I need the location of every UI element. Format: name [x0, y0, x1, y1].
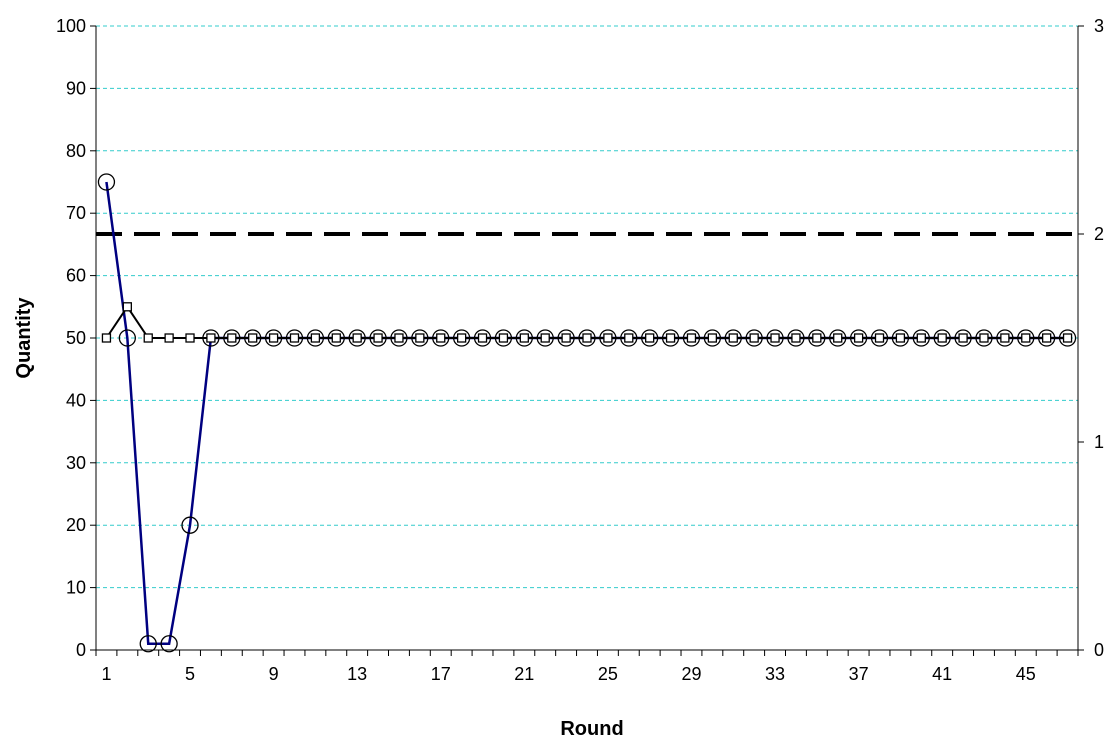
data-point: [160, 635, 178, 653]
y-tick-label: 30: [66, 453, 86, 473]
data-point: [1042, 333, 1052, 343]
data-point: [415, 333, 425, 343]
x-tick-label: 29: [681, 664, 701, 684]
x-tick-label: 21: [514, 664, 534, 684]
data-point: [916, 333, 926, 343]
data-point: [456, 333, 467, 343]
series-line: [105, 305, 1068, 339]
data-point: [833, 333, 843, 343]
data-point: [519, 333, 529, 343]
data-point: [958, 333, 968, 343]
y2-tick-label: 2: [1094, 224, 1104, 244]
x-axis-title: Round: [560, 718, 623, 740]
data-point: [1062, 333, 1073, 343]
data-point: [331, 333, 341, 343]
x-tick-label: 45: [1016, 664, 1036, 684]
y-tick-label: 10: [66, 578, 86, 598]
x-tick-label: 41: [932, 664, 952, 684]
x-tick-label: 17: [431, 664, 451, 684]
y-tick-label: 50: [66, 328, 86, 348]
data-point: [665, 333, 676, 343]
y-tick-label: 20: [66, 515, 86, 535]
x-tick-label: 5: [185, 664, 195, 684]
x-tick-label: 33: [765, 664, 785, 684]
data-point: [181, 516, 199, 534]
y-tick-label: 100: [56, 16, 86, 36]
y-tick-label: 70: [66, 203, 86, 223]
series-1: [97, 173, 1077, 653]
data-point: [206, 333, 216, 343]
data-point: [937, 333, 947, 343]
y-axis-title: Quantity: [13, 297, 35, 379]
data-point: [122, 302, 132, 312]
y2-tick-label: 3: [1094, 16, 1104, 36]
data-point: [352, 333, 362, 343]
data-point: [707, 333, 718, 343]
data-point: [143, 333, 153, 343]
data-point: [289, 333, 300, 343]
data-point: [164, 333, 174, 343]
data-point: [139, 635, 157, 653]
data-point: [394, 333, 404, 343]
data-point: [645, 333, 655, 343]
data-point: [310, 333, 321, 343]
series-line: [105, 181, 1068, 646]
x-tick-label: 25: [598, 664, 618, 684]
data-point: [686, 333, 697, 343]
data-point: [979, 333, 989, 343]
y-tick-label: 60: [66, 266, 86, 286]
data-point: [477, 333, 488, 343]
data-point: [770, 333, 780, 343]
series-group: [97, 173, 1077, 653]
x-tick-label: 13: [347, 664, 367, 684]
data-point: [728, 333, 738, 343]
y-tick-label: 90: [66, 78, 86, 98]
data-point: [812, 333, 822, 343]
data-point: [118, 329, 136, 347]
y-tick-label: 40: [66, 390, 86, 410]
data-point: [895, 333, 906, 343]
data-point: [373, 333, 383, 343]
x-tick-label: 9: [269, 664, 279, 684]
data-point: [582, 333, 592, 343]
data-point: [874, 333, 885, 343]
data-point: [749, 333, 759, 343]
data-point: [603, 333, 613, 343]
x-tick-label: 1: [101, 664, 111, 684]
x-tick-label: 37: [849, 664, 869, 684]
data-point: [1021, 333, 1031, 343]
data-point: [624, 333, 634, 343]
data-point: [101, 333, 112, 343]
data-point: [498, 333, 509, 343]
y2-tick-label: 0: [1094, 640, 1104, 660]
axes: [90, 25, 1084, 656]
gridlines: [96, 25, 1078, 589]
data-point: [268, 333, 279, 343]
y2-tick-label: 1: [1094, 432, 1104, 452]
data-point: [227, 333, 237, 343]
data-point: [853, 333, 864, 343]
data-point: [248, 333, 258, 343]
data-point: [561, 333, 571, 343]
data-point: [540, 333, 550, 343]
data-point: [436, 333, 446, 343]
data-point: [185, 333, 195, 343]
data-point: [791, 333, 801, 343]
data-point: [97, 173, 116, 191]
y-tick-label: 0: [76, 640, 86, 660]
data-point: [1000, 333, 1010, 343]
y-tick-label: 80: [66, 141, 86, 161]
series-2: [101, 302, 1073, 343]
